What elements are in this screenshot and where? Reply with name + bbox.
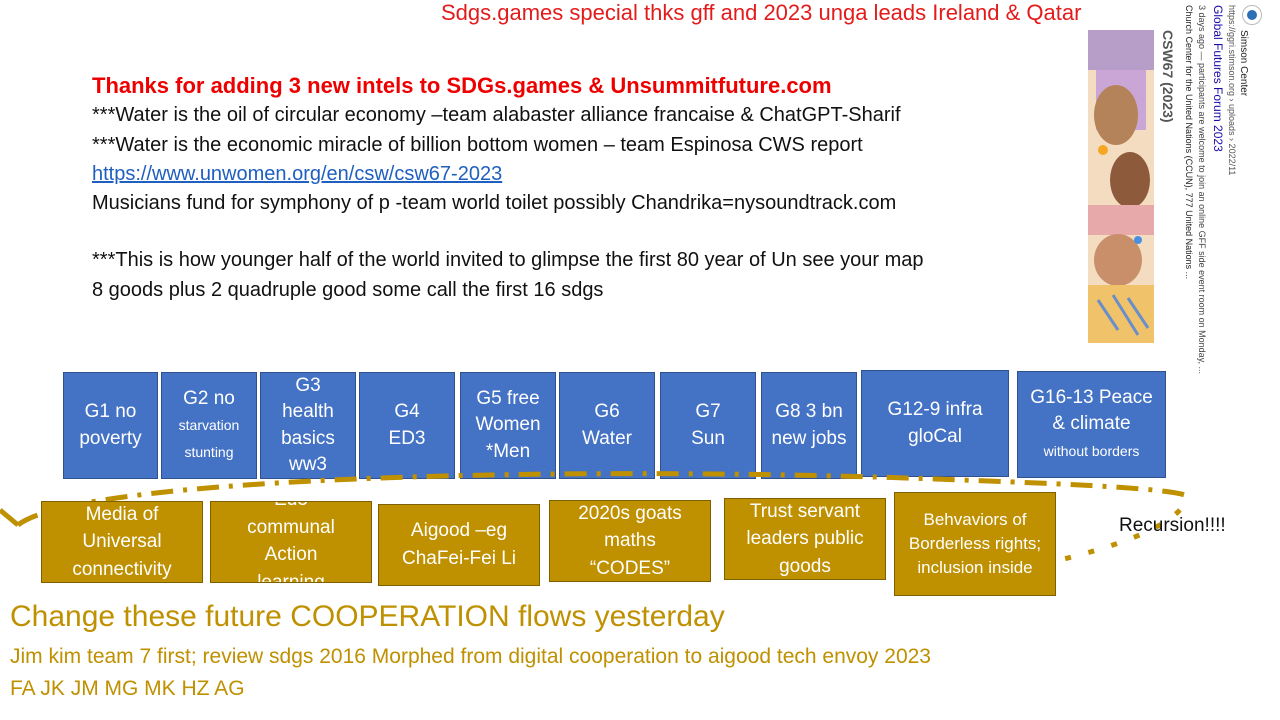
csw67-thumbnail xyxy=(1088,30,1154,343)
snippet-desc-2: Church Center for the United Nations (CC… xyxy=(1184,5,1194,280)
flow-box-codes: 2020s goats maths “CODES” xyxy=(549,500,711,582)
bottom-title: Change these future COOPERATION flows ye… xyxy=(10,600,725,633)
goal-box-g7: G7 Sun xyxy=(660,372,756,479)
text-line-younger-half: ***This is how younger half of the world… xyxy=(92,249,924,271)
bottom-line-jim-kim: Jim kim team 7 first; review sdgs 2016 M… xyxy=(10,645,931,668)
search-result-snippet: CSW67 (2023) Church Center for the Unite… xyxy=(1086,0,1280,374)
goal-box-g3: G3 health basics ww3 xyxy=(260,372,356,479)
goal-box-g8: G8 3 bn new jobs xyxy=(761,372,857,479)
goal-box-g5: G5 free Women *Men xyxy=(460,372,556,479)
goal-box-g2: G2 no starvation stunting xyxy=(161,372,257,479)
goal-box-g4: G4 ED3 xyxy=(359,372,455,479)
unwomen-link[interactable]: https://www.unwomen.org/en/csw/csw67-202… xyxy=(92,163,503,185)
flow-box-trust: Trust servant leaders public goods xyxy=(724,498,886,580)
text-line-eight-goods: 8 goods plus 2 quadruple good some call … xyxy=(92,279,604,301)
bottom-line-initials: FA JK JM MG MK HZ AG xyxy=(10,677,245,700)
top-title: Sdgs.games special thks gff and 2023 ung… xyxy=(441,0,1082,25)
thumb-caption: CSW67 (2023) xyxy=(1160,30,1176,123)
flow-box-ed3: Ed3 communal Action learning xyxy=(210,501,372,583)
goal-box-g12-9: G12-9 infra gloCal xyxy=(861,370,1009,477)
text-line-water-women: ***Water is the economic miracle of bill… xyxy=(92,134,863,156)
site-favicon-icon xyxy=(1242,5,1262,25)
flow-loop-ellipse xyxy=(0,471,1194,563)
text-line-musicians: Musicians fund for symphony of p -team w… xyxy=(92,192,897,214)
flow-box-media: Media of Universal connectivity xyxy=(41,501,203,583)
goal-box-g1: G1 no poverty xyxy=(63,372,158,479)
recursion-label: Recursion!!!! xyxy=(1119,515,1226,536)
text-line-water-oil: ***Water is the oil of circular economy … xyxy=(92,104,901,126)
csw67-artwork-icon xyxy=(1088,30,1154,343)
snippet-desc-1: 3 days ago — participants are welcome to… xyxy=(1197,5,1207,375)
flow-box-behaviors: Behvaviors of Borderless rights; inclusi… xyxy=(894,492,1056,596)
goal-box-g16-13: G16-13 Peace & climate without borders xyxy=(1017,371,1166,478)
snippet-title[interactable]: Global Futures Forum 2023 xyxy=(1211,5,1225,152)
goal-box-g6: G6 Water xyxy=(559,372,655,479)
snippet-url: https://ggri.stimson.org › uploads › 202… xyxy=(1227,5,1237,176)
flow-box-aigood: Aigood –eg ChaFei-Fei Li xyxy=(378,504,540,586)
snippet-site: Simson Center xyxy=(1238,30,1249,97)
intel-heading: Thanks for adding 3 new intels to SDGs.g… xyxy=(92,73,832,98)
